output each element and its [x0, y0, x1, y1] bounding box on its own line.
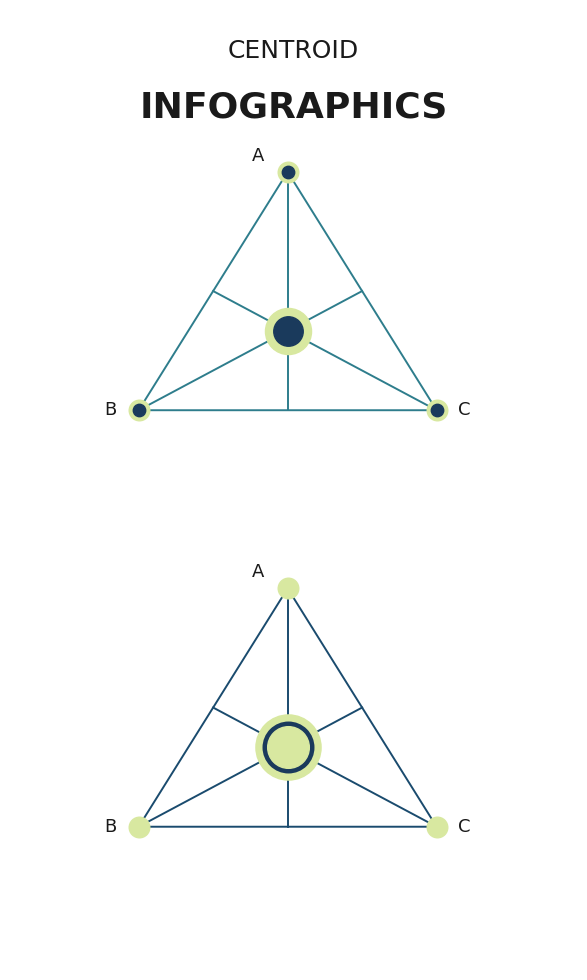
Point	[432, 819, 441, 835]
Point	[283, 580, 292, 596]
Point	[283, 740, 292, 756]
Point	[134, 819, 143, 835]
Point	[283, 164, 292, 179]
Text: B: B	[104, 401, 117, 419]
Text: B: B	[104, 817, 117, 836]
Point	[283, 323, 292, 339]
Text: A: A	[252, 147, 264, 165]
Point	[283, 580, 292, 596]
Text: A: A	[252, 564, 264, 581]
Point	[432, 403, 441, 418]
Point	[432, 819, 441, 835]
Point	[134, 403, 143, 418]
Text: CENTROID: CENTROID	[228, 39, 359, 63]
Point	[134, 819, 143, 835]
Point	[432, 403, 441, 418]
Text: C: C	[458, 817, 471, 836]
Point	[283, 740, 292, 756]
Point	[283, 323, 292, 339]
Point	[283, 164, 292, 179]
Point	[283, 740, 292, 756]
Text: INFOGRAPHICS: INFOGRAPHICS	[139, 90, 448, 124]
Point	[134, 403, 143, 418]
Text: C: C	[458, 401, 471, 419]
